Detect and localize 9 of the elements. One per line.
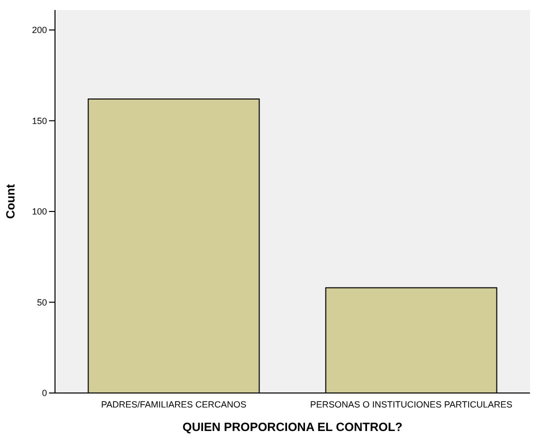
y-tick-label: 50 xyxy=(36,297,47,308)
y-axis-title: Count xyxy=(3,184,18,219)
y-tick-label: 200 xyxy=(32,25,47,36)
x-tick-label: PADRES/FAMILIARES CERCANOS xyxy=(101,399,246,410)
y-tick-label: 150 xyxy=(32,116,47,126)
x-tick-label: PERSONAS O INSTITUCIONES PARTICULARES xyxy=(310,399,512,410)
y-tick-label: 100 xyxy=(32,206,47,217)
y-tick-label: 0 xyxy=(42,388,47,398)
x-axis-title: QUIEN PROPORCIONA EL CONTROL? xyxy=(182,420,403,434)
